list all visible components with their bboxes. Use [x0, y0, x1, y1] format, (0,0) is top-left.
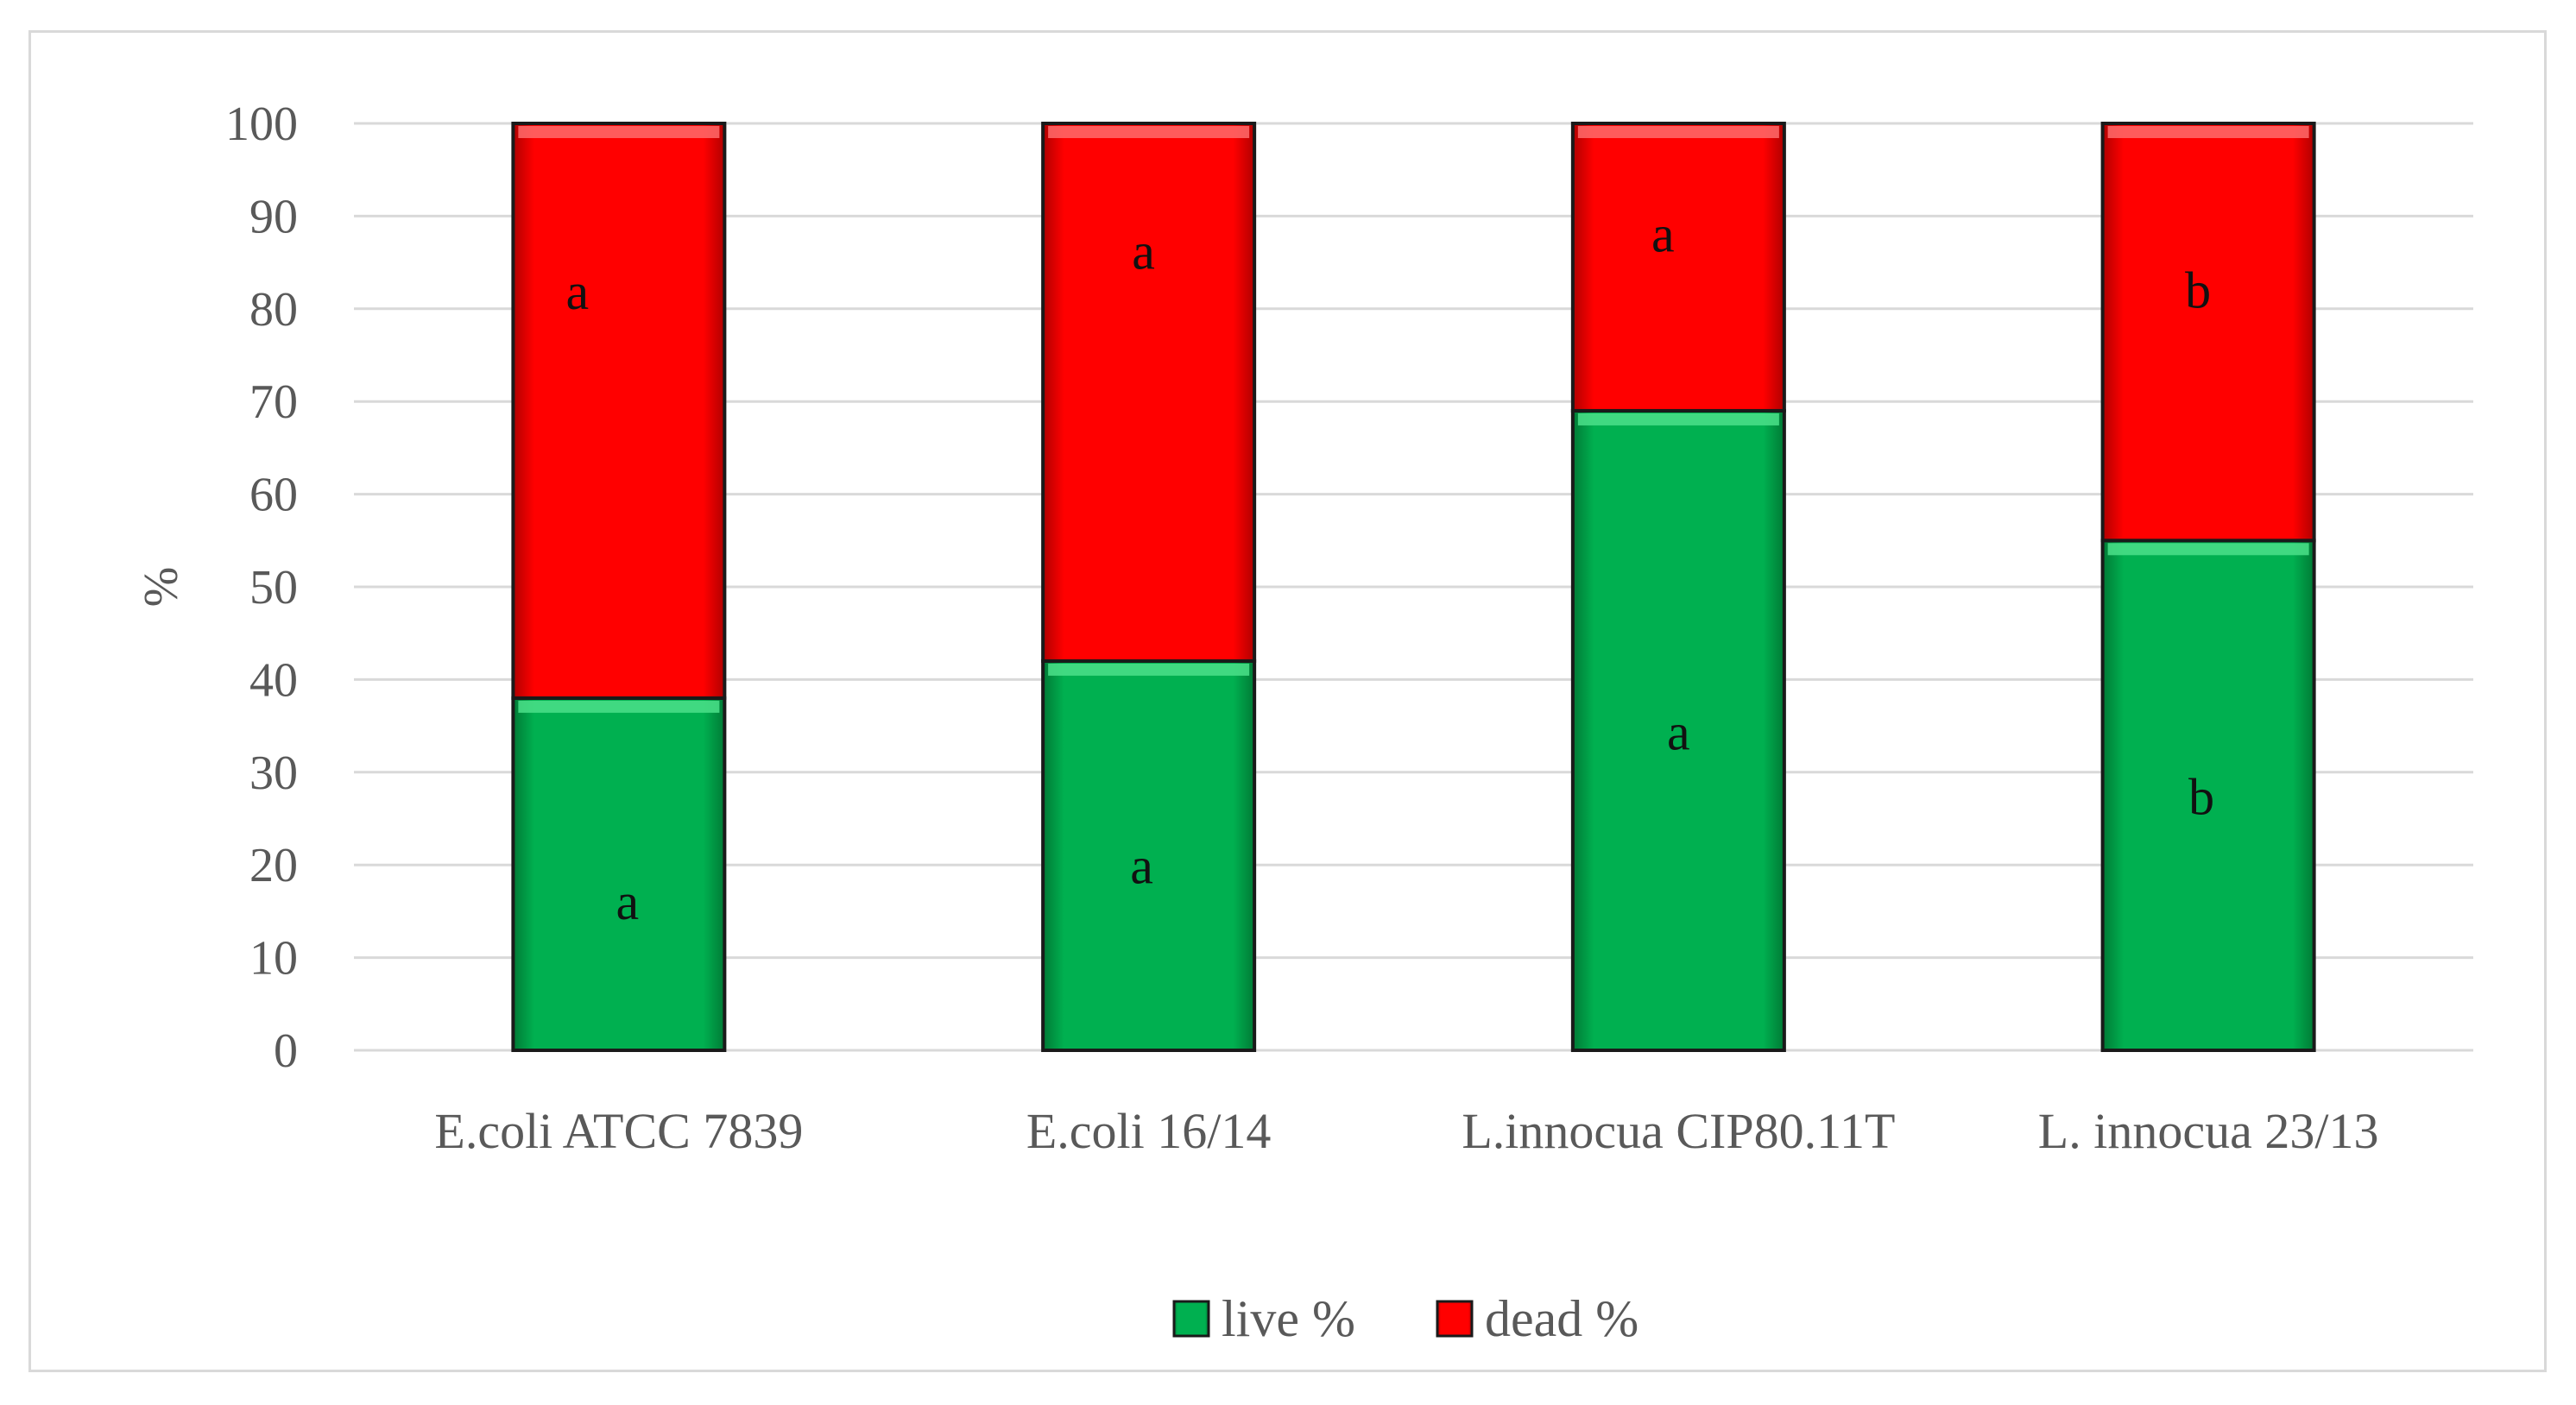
- y-tick-label: 10: [249, 932, 298, 986]
- significance-label: b: [2185, 262, 2211, 319]
- bar-bevel: [1048, 126, 1250, 138]
- legend: live % dead %: [1172, 1290, 1638, 1347]
- y-tick-label: 40: [249, 653, 298, 707]
- bar-bevel: [2107, 543, 2309, 556]
- bar-bevel: [1577, 413, 1779, 425]
- bar-bevel: [1048, 663, 1250, 676]
- legend-label: live %: [1222, 1290, 1355, 1347]
- y-tick-label: 80: [249, 283, 298, 337]
- y-tick-label: 20: [249, 839, 298, 892]
- x-axis-categories: E.coli ATCC 7839 E.coli 16/14 L.innocua CI…: [434, 1103, 2378, 1159]
- y-axis-ticks: 0 10 20 30 40 50 60 70 80 90 100: [225, 98, 298, 1078]
- x-category-label: E.coli ATCC 7839: [434, 1103, 803, 1159]
- significance-label: a: [1132, 223, 1155, 280]
- y-tick-label: 60: [249, 469, 298, 522]
- y-tick-label: 0: [274, 1024, 298, 1078]
- y-tick-label: 100: [225, 98, 298, 151]
- bar-dead: [1041, 122, 1257, 663]
- bar-live: [1570, 408, 1786, 1052]
- bars: a a a a a a b b: [511, 122, 2316, 1052]
- y-axis-label: %: [135, 567, 188, 608]
- bar-live: [1041, 658, 1257, 1052]
- y-tick-label: 50: [249, 561, 298, 614]
- bar-bevel: [1577, 126, 1779, 138]
- significance-label: a: [1130, 837, 1153, 894]
- bar-dead: [1570, 122, 1786, 413]
- bar-bevel: [2107, 126, 2309, 138]
- y-tick-label: 90: [249, 190, 298, 243]
- significance-label: a: [616, 873, 640, 930]
- x-category-label: L. innocua 23/13: [2038, 1103, 2379, 1159]
- legend-swatch-live: [1172, 1300, 1210, 1338]
- x-category-label: L.innocua CIP80.11T: [1462, 1103, 1895, 1159]
- bar-bevel: [518, 126, 720, 138]
- bar-live: [511, 696, 727, 1052]
- bar-dead: [2100, 122, 2316, 543]
- bar-live: [2100, 539, 2316, 1052]
- legend-swatch-dead: [1436, 1300, 1474, 1338]
- significance-label: a: [566, 263, 590, 320]
- legend-label: dead %: [1485, 1290, 1638, 1347]
- significance-label: a: [1667, 703, 1690, 760]
- bar-dead: [511, 122, 727, 700]
- y-tick-label: 30: [249, 747, 298, 800]
- significance-label: b: [2188, 769, 2214, 826]
- significance-label: a: [1651, 205, 1675, 262]
- y-tick-label: 70: [249, 375, 298, 429]
- x-category-label: E.coli 16/14: [1026, 1103, 1272, 1159]
- bar-bevel: [518, 700, 720, 713]
